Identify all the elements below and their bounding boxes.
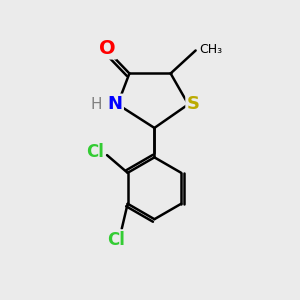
Text: O: O — [99, 39, 116, 58]
Text: N: N — [107, 95, 122, 113]
Text: Cl: Cl — [107, 231, 125, 249]
Text: S: S — [187, 95, 200, 113]
Text: Cl: Cl — [86, 142, 104, 160]
Text: CH₃: CH₃ — [199, 44, 222, 56]
Text: H: H — [91, 97, 102, 112]
